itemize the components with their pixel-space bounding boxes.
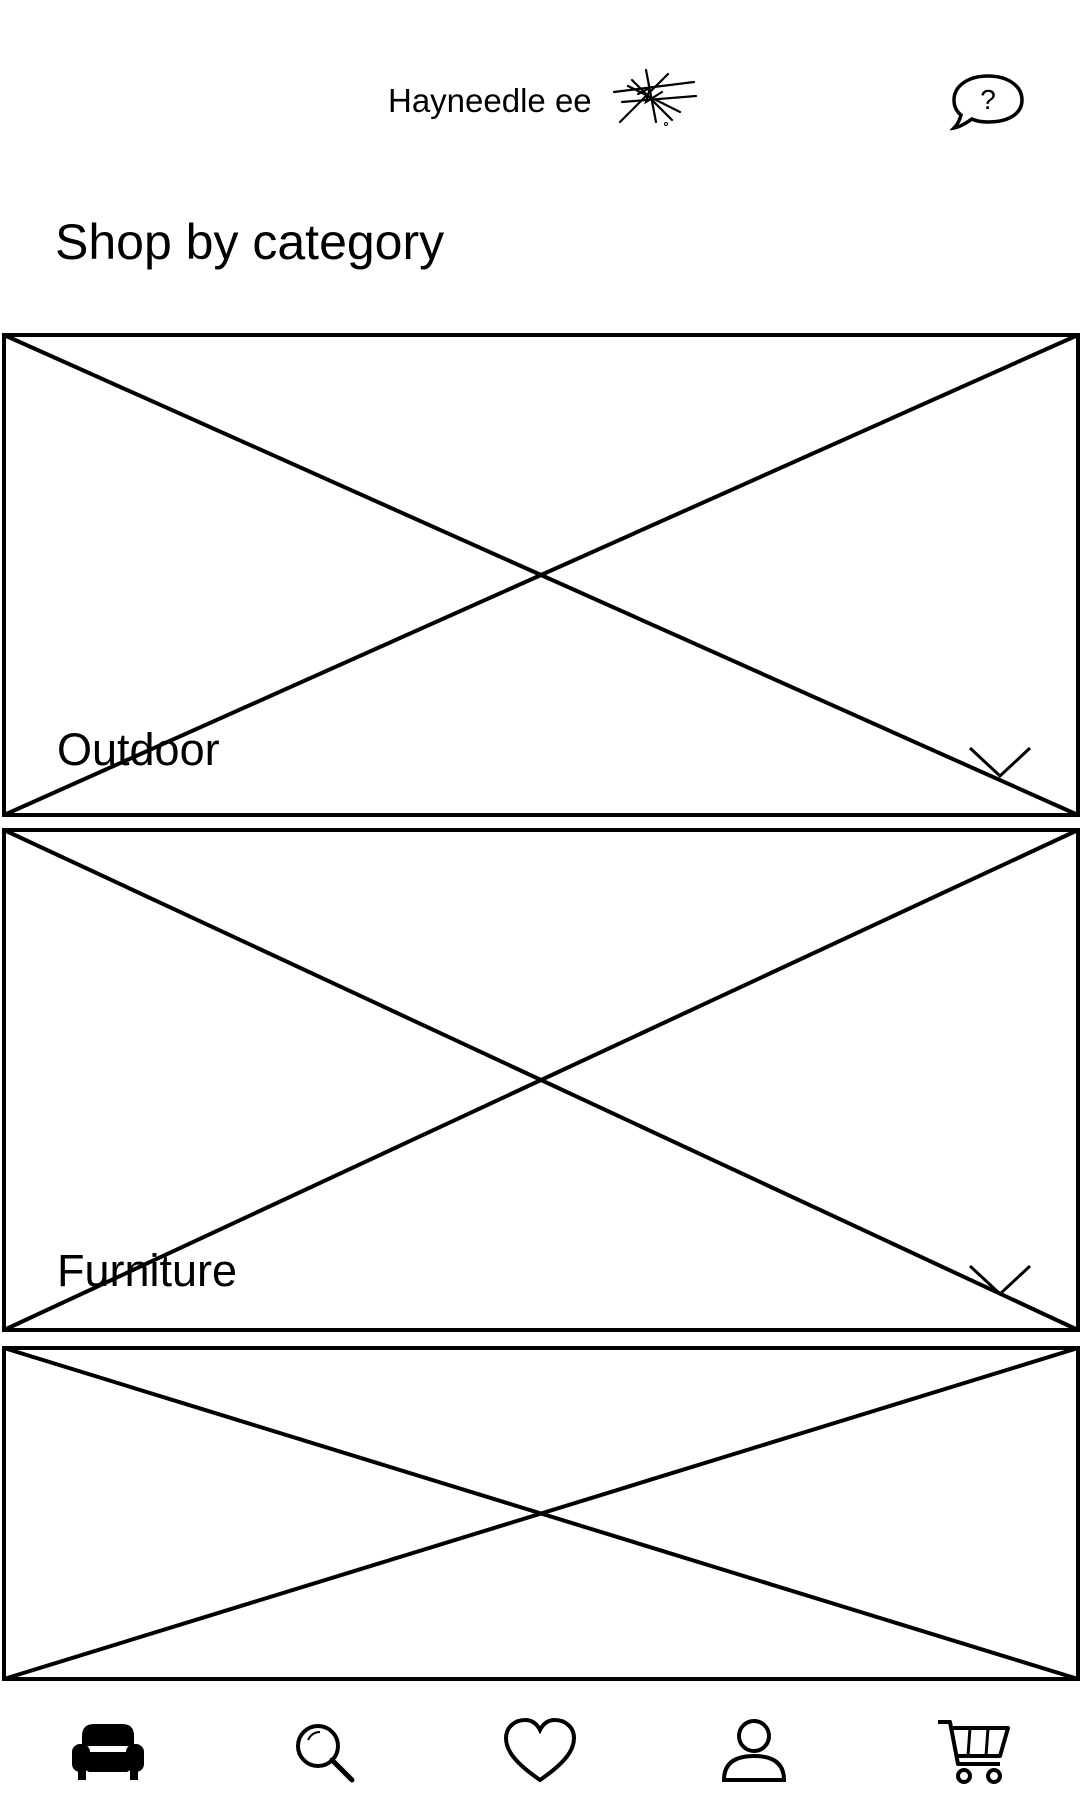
chevron-down-icon[interactable] — [968, 744, 1032, 780]
scribble-logo-icon — [612, 68, 697, 126]
help-glyph: ? — [980, 84, 996, 115]
nav-account[interactable] — [714, 1716, 794, 1786]
nav-cart[interactable] — [934, 1716, 1014, 1786]
cart-icon — [938, 1720, 1010, 1784]
heart-icon — [503, 1717, 577, 1783]
brand-name: Hayneedle ee — [388, 82, 592, 119]
help-button[interactable]: ? — [948, 72, 1026, 132]
image-placeholder — [2, 1346, 1080, 1681]
app-header: Hayneedle ee ? — [0, 0, 1080, 160]
brand[interactable]: Hayneedle ee — [388, 68, 702, 128]
sofa-icon — [72, 1724, 144, 1780]
image-placeholder — [2, 828, 1080, 1332]
nav-search[interactable] — [286, 1716, 366, 1786]
help-chat-icon: ? — [948, 74, 1024, 131]
category-card-third[interactable] — [2, 1346, 1080, 1681]
nav-favorites[interactable] — [500, 1716, 580, 1786]
chevron-down-icon[interactable] — [968, 1262, 1032, 1298]
account-icon — [721, 1719, 787, 1782]
nav-home[interactable] — [68, 1716, 148, 1786]
category-label-furniture: Furniture — [57, 1245, 238, 1296]
category-card-furniture[interactable] — [2, 828, 1080, 1332]
category-label-outdoor: Outdoor — [57, 724, 220, 775]
bottom-nav — [0, 1700, 1080, 1800]
search-icon — [296, 1724, 355, 1783]
page-title: Shop by category — [55, 214, 445, 270]
image-placeholder — [2, 333, 1080, 817]
category-card-outdoor[interactable] — [2, 333, 1080, 817]
